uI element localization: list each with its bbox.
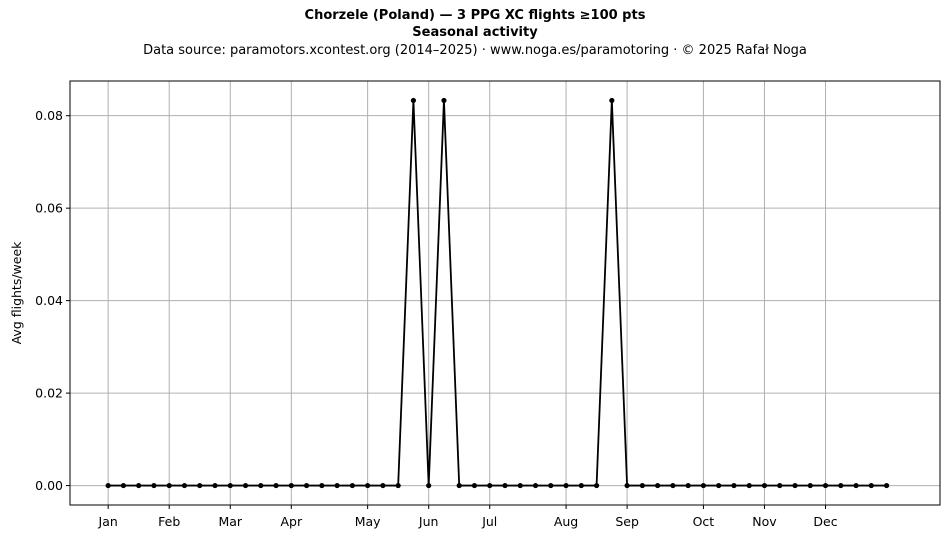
data-point: [746, 482, 752, 489]
data-point: [456, 482, 462, 489]
data-point: [593, 482, 600, 489]
x-tick-label: Sep: [615, 514, 639, 529]
chart-title-line2: Seasonal activity: [412, 25, 538, 40]
y-tick-label: 0.06: [35, 201, 63, 216]
data-point: [563, 482, 569, 489]
data-point: [105, 482, 111, 489]
data-point: [532, 482, 539, 489]
data-point: [426, 482, 432, 489]
data-point: [303, 482, 310, 489]
y-tick-label: 0.08: [35, 108, 63, 123]
data-point: [227, 482, 233, 489]
x-tick-label: Jul: [481, 514, 497, 529]
x-tick-label: Jun: [418, 514, 439, 529]
data-point: [380, 482, 386, 489]
data-point: [410, 97, 417, 104]
x-tick-label: May: [355, 514, 381, 529]
data-point: [349, 482, 355, 489]
axis-ticks: Jan Feb Mar Apr May Jun Jul Aug Sep Oct Nov Dec 0.00…: [35, 108, 838, 529]
data-point: [517, 482, 523, 489]
x-tick-label: Apr: [281, 514, 303, 529]
data-point: [151, 482, 157, 489]
data-point: [731, 482, 737, 489]
data-point: [655, 482, 661, 489]
data-point: [334, 482, 340, 489]
y-tick-label: 0.04: [35, 293, 63, 308]
x-tick-label: Oct: [693, 514, 715, 529]
data-point: [197, 482, 203, 489]
y-axis-label: Avg flights/week: [9, 241, 24, 345]
data-point: [120, 482, 127, 489]
chart-subtitle: Data source: paramotors.xcontest.org (20…: [143, 43, 807, 58]
data-point: [670, 482, 676, 489]
data-point: [258, 482, 264, 489]
data-point: [212, 482, 218, 489]
series-line: [108, 99, 887, 487]
data-point: [166, 482, 172, 489]
data-point: [822, 482, 829, 489]
data-point: [639, 482, 645, 489]
data-point: [136, 482, 142, 489]
data-point: [716, 482, 722, 489]
y-tick-label: 0.00: [35, 478, 63, 493]
data-point: [365, 482, 371, 489]
data-point: [487, 482, 493, 489]
data-point: [838, 482, 844, 489]
data-point: [441, 97, 447, 104]
data-point: [273, 482, 279, 489]
data-point: [685, 482, 691, 489]
x-tick-label: Mar: [218, 514, 242, 529]
data-point: [777, 482, 783, 489]
x-tick-label: Jan: [98, 514, 118, 529]
x-tick-label: Dec: [813, 514, 837, 529]
chart-title: Chorzele (Poland) — 3 PPG XC flights ≥10…: [304, 8, 646, 23]
data-point: [502, 482, 508, 489]
data-point: [578, 482, 584, 489]
data-point: [288, 482, 294, 489]
data-point: [471, 482, 478, 489]
series-layer: [105, 97, 890, 489]
x-tick-label: Feb: [158, 514, 180, 529]
data-point: [242, 482, 249, 489]
data-point: [548, 482, 554, 489]
data-point: [395, 482, 401, 489]
grid-lines: [70, 81, 940, 505]
x-tick-label: Aug: [554, 514, 578, 529]
data-point: [624, 482, 630, 489]
data-point: [853, 482, 859, 489]
data-point: [609, 97, 615, 104]
data-point: [761, 482, 768, 489]
data-point: [319, 482, 325, 489]
data-point: [792, 482, 798, 489]
plot-frame: [69, 80, 941, 506]
data-point: [868, 482, 874, 489]
data-point: [807, 482, 813, 489]
x-tick-label: Nov: [752, 514, 777, 529]
data-point: [883, 482, 890, 489]
y-tick-label: 0.02: [35, 386, 63, 401]
data-point: [181, 482, 188, 489]
data-point: [700, 482, 707, 489]
